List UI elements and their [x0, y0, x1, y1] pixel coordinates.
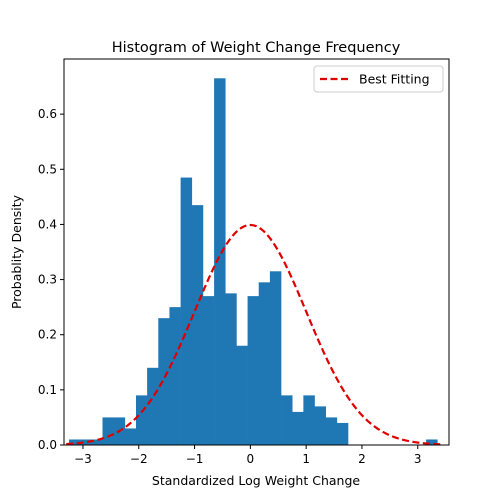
best-fit-curve — [66, 223, 444, 446]
histogram-bar — [214, 78, 226, 446]
histogram-bar — [147, 367, 159, 445]
histogram-bar — [158, 318, 170, 445]
y-tick-label: 0.3 — [38, 273, 57, 287]
histogram-bar — [325, 417, 338, 445]
histogram-bar — [426, 439, 438, 445]
x-tick-label: 0 — [247, 452, 255, 466]
x-axis-ticks: −3 −2 −1 0 1 2 3 — [74, 445, 422, 466]
y-axis-ticks: 0.0 0.1 0.2 0.3 0.4 0.5 0.6 — [38, 107, 64, 452]
histogram-bar — [225, 293, 237, 445]
x-tick-label: 2 — [358, 452, 366, 466]
y-tick-label: 0.1 — [38, 383, 57, 397]
x-tick-label: 1 — [302, 452, 310, 466]
histogram-bar — [135, 395, 148, 445]
y-tick-label: 0.0 — [38, 438, 57, 452]
y-tick-label: 0.4 — [38, 217, 57, 231]
histogram-bar — [292, 411, 304, 445]
histogram-bar — [303, 395, 315, 445]
histogram-bar — [124, 428, 137, 445]
chart-title: Histogram of Weight Change Frequency — [112, 40, 401, 56]
histogram-bar — [247, 296, 260, 445]
legend-box — [313, 65, 444, 93]
x-axis-label: Standardized Log Weight Change — [152, 473, 360, 488]
y-tick-label: 0.5 — [38, 162, 57, 176]
histogram-bar — [202, 296, 215, 445]
histogram-bar — [269, 271, 282, 445]
histogram-bar — [80, 439, 92, 445]
legend: Best Fitting — [313, 65, 444, 93]
x-tick-label: −3 — [74, 452, 92, 466]
x-tick-label: −2 — [130, 452, 148, 466]
histogram-bar — [281, 395, 293, 445]
histogram-bar — [236, 345, 248, 445]
plot-frame — [63, 58, 450, 446]
x-tick-label: −1 — [186, 452, 204, 466]
histogram-bar — [191, 205, 204, 445]
histogram-bars — [69, 78, 438, 446]
histogram-bar — [69, 439, 81, 445]
histogram-bar — [102, 417, 114, 445]
x-tick-label: 3 — [414, 452, 422, 466]
histogram-bar — [314, 406, 326, 445]
histogram-bar — [336, 422, 349, 445]
y-tick-label: 0.2 — [38, 328, 57, 342]
histogram-bar — [91, 439, 103, 445]
histogram-bar — [169, 307, 181, 445]
histogram-bar — [180, 177, 193, 446]
legend-label: Best Fitting — [359, 72, 430, 87]
y-axis-label: Probablity Density — [9, 194, 24, 309]
y-tick-label: 0.6 — [38, 107, 57, 121]
histogram-bar — [258, 282, 271, 445]
